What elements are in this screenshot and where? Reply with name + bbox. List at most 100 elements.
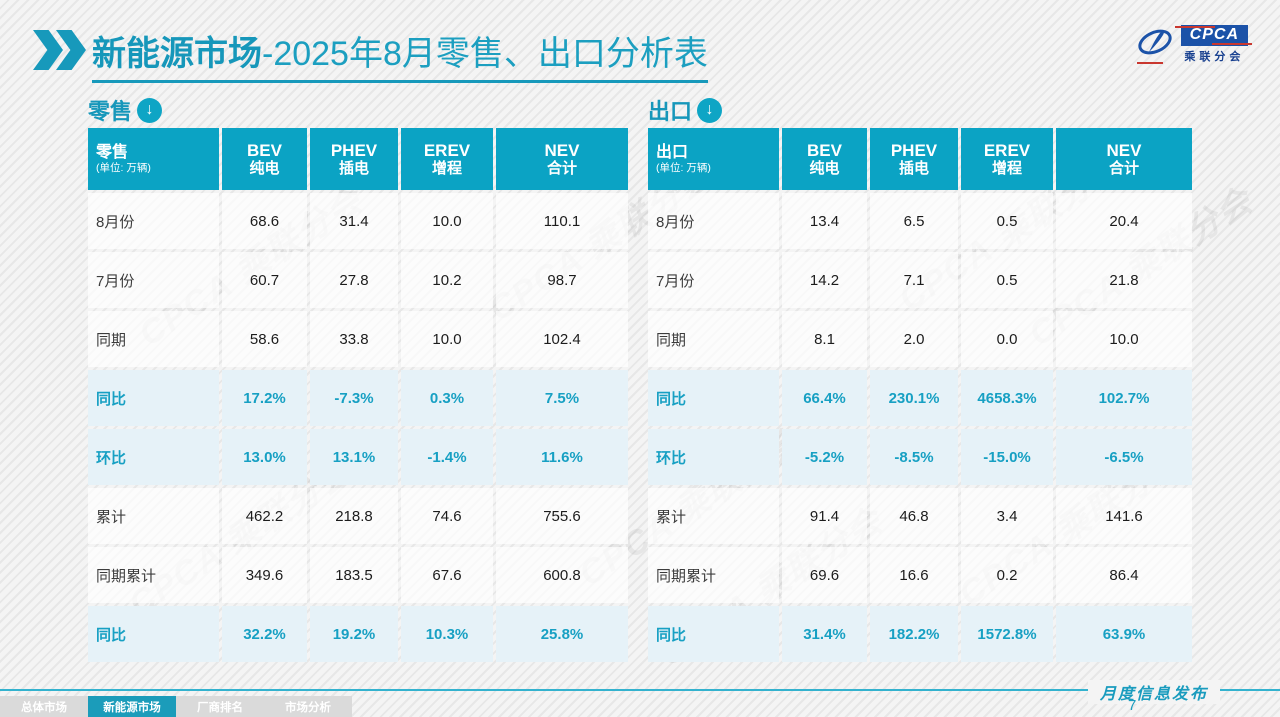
row-label: 同比 bbox=[648, 606, 779, 662]
cell-value: 102.7% bbox=[1056, 370, 1192, 426]
column-header-en: EREV bbox=[423, 140, 471, 160]
row-label: 同比 bbox=[648, 370, 779, 426]
cell-value: 74.6 bbox=[401, 488, 493, 544]
cell-value: 0.3% bbox=[401, 370, 493, 426]
cell-value: 0.2 bbox=[961, 547, 1053, 603]
cell-value: 31.4% bbox=[782, 606, 867, 662]
cell-value: 2.0 bbox=[870, 311, 958, 367]
cell-value: 141.6 bbox=[1056, 488, 1192, 544]
column-header-cn: 合计 bbox=[1108, 160, 1139, 178]
cell-value: 230.1% bbox=[870, 370, 958, 426]
footer-tab-总体市场[interactable]: 总体市场 bbox=[21, 701, 67, 714]
cell-value: -15.0% bbox=[961, 429, 1053, 485]
cell-value: 33.8 bbox=[310, 311, 398, 367]
cell-value: 10.0 bbox=[1056, 311, 1192, 367]
page-title-rest: -2025年8月零售、出口分析表 bbox=[262, 35, 708, 73]
cell-value: 1572.8% bbox=[961, 606, 1053, 662]
publication-label: 月度信息发布 bbox=[1088, 680, 1221, 704]
cpca-logo: CPCA 乘联分会 bbox=[1135, 24, 1253, 64]
cell-value: -5.2% bbox=[782, 429, 867, 485]
cell-value: 183.5 bbox=[310, 547, 398, 603]
row-label: 累计 bbox=[88, 488, 219, 544]
row-label: 8月份 bbox=[648, 193, 779, 249]
cell-value: -7.3% bbox=[310, 370, 398, 426]
footer-nav-tabs: 总体市场 新能源市场 厂商排名 市场分析 bbox=[0, 696, 352, 717]
column-header-en: NEV bbox=[544, 140, 580, 160]
retail-section: 零售 ↓ 零售 (单位: 万辆) BEV 纯电 PHEV 插电 EREV 增程 NEV 合计 8月份… bbox=[88, 96, 628, 662]
logo-red-accent bbox=[1136, 62, 1163, 64]
export-table: 出口 (单位: 万辆) BEV 纯电 PHEV 插电 EREV 增程 NEV 合计 8月份 13.4 6… bbox=[648, 128, 1192, 662]
row-label: 同比 bbox=[88, 606, 219, 662]
double-chevron-icon bbox=[33, 30, 86, 70]
export-section-title: 出口 bbox=[648, 99, 693, 124]
column-header-cell: BEV 纯电 bbox=[222, 128, 307, 190]
cell-value: 0.0 bbox=[961, 311, 1053, 367]
footer-tab-市场分析[interactable]: 市场分析 bbox=[285, 701, 331, 714]
cell-value: 3.4 bbox=[961, 488, 1053, 544]
cell-value: 462.2 bbox=[222, 488, 307, 544]
cell-value: 46.8 bbox=[870, 488, 958, 544]
cell-value: 10.0 bbox=[401, 311, 493, 367]
cell-value: 58.6 bbox=[222, 311, 307, 367]
column-header-cell: PHEV 插电 bbox=[310, 128, 398, 190]
table-header-corner-cell: 出口 (单位: 万辆) bbox=[648, 128, 779, 190]
page-title: 新能源市场-2025年8月零售、出口分析表 bbox=[92, 26, 708, 83]
retail-section-title: 零售 bbox=[88, 99, 133, 124]
cell-value: 21.8 bbox=[1056, 252, 1192, 308]
row-label: 环比 bbox=[88, 429, 219, 485]
row-label: 同期累计 bbox=[88, 547, 219, 603]
cell-value: 13.0% bbox=[222, 429, 307, 485]
table-header-title: 零售 bbox=[96, 143, 129, 161]
cell-value: 7.1 bbox=[870, 252, 958, 308]
logo-chinese-text: 乘联分会 bbox=[1184, 50, 1245, 63]
row-label: 环比 bbox=[648, 429, 779, 485]
cell-value: 102.4 bbox=[496, 311, 628, 367]
column-header-cn: 插电 bbox=[898, 160, 929, 178]
cell-value: 63.9% bbox=[1056, 606, 1192, 662]
cell-value: 10.0 bbox=[401, 193, 493, 249]
column-header-en: EREV bbox=[983, 140, 1031, 160]
cell-value: 10.2 bbox=[401, 252, 493, 308]
footer-divider bbox=[0, 689, 1280, 691]
cpca-swoosh-icon bbox=[1135, 24, 1175, 64]
column-header-cell: NEV 合计 bbox=[1056, 128, 1192, 190]
column-header-en: BEV bbox=[247, 140, 282, 160]
column-header-en: PHEV bbox=[890, 140, 938, 160]
column-header-cell: NEV 合计 bbox=[496, 128, 628, 190]
cell-value: 25.8% bbox=[496, 606, 628, 662]
footer-tab-厂商排名[interactable]: 厂商排名 bbox=[197, 701, 243, 714]
row-label: 8月份 bbox=[88, 193, 219, 249]
down-arrow-icon: ↓ bbox=[137, 97, 163, 123]
cell-value: 19.2% bbox=[310, 606, 398, 662]
column-header-cell: EREV 增程 bbox=[401, 128, 493, 190]
cell-value: 600.8 bbox=[496, 547, 628, 603]
cell-value: 69.6 bbox=[782, 547, 867, 603]
logo-cpca-text: CPCA bbox=[1174, 24, 1253, 46]
retail-section-header: 零售 ↓ bbox=[88, 96, 628, 124]
column-header-cn: 纯电 bbox=[809, 160, 840, 178]
cell-value: 66.4% bbox=[782, 370, 867, 426]
footer-tab-新能源市场[interactable]: 新能源市场 bbox=[88, 696, 176, 717]
column-header-cn: 增程 bbox=[991, 160, 1022, 178]
table-header-corner-cell: 零售 (单位: 万辆) bbox=[88, 128, 219, 190]
cell-value: 6.5 bbox=[870, 193, 958, 249]
cell-value: 10.3% bbox=[401, 606, 493, 662]
column-header-cn: 增程 bbox=[431, 160, 462, 178]
row-label: 同期 bbox=[88, 311, 219, 367]
cell-value: 0.5 bbox=[961, 193, 1053, 249]
cell-value: 14.2 bbox=[782, 252, 867, 308]
cell-value: 27.8 bbox=[310, 252, 398, 308]
row-label: 同期累计 bbox=[648, 547, 779, 603]
column-header-cn: 合计 bbox=[546, 160, 577, 178]
column-header-en: BEV bbox=[807, 140, 842, 160]
column-header-en: NEV bbox=[1106, 140, 1142, 160]
page-title-emphasis: 新能源市场 bbox=[92, 35, 262, 73]
cell-value: -6.5% bbox=[1056, 429, 1192, 485]
cell-value: 60.7 bbox=[222, 252, 307, 308]
export-section-header: 出口 ↓ bbox=[648, 96, 1192, 124]
cell-value: 98.7 bbox=[496, 252, 628, 308]
cell-value: 8.1 bbox=[782, 311, 867, 367]
cell-value: 86.4 bbox=[1056, 547, 1192, 603]
cell-value: 17.2% bbox=[222, 370, 307, 426]
cell-value: 13.4 bbox=[782, 193, 867, 249]
